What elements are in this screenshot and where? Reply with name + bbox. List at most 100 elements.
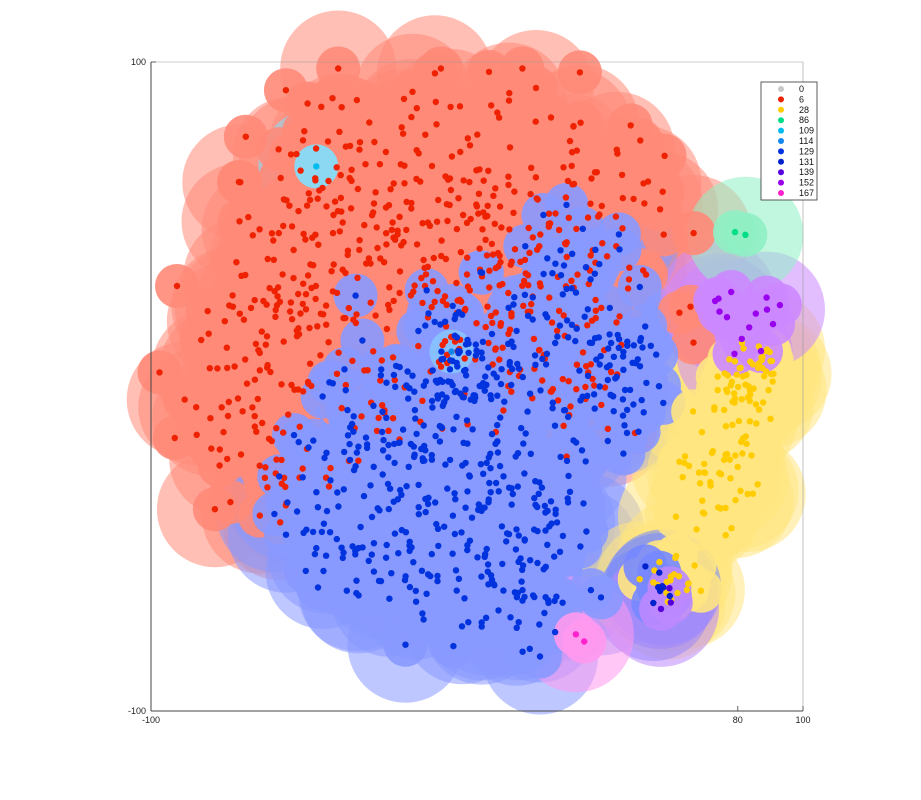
data-point (275, 229, 282, 237)
data-point (320, 520, 328, 527)
data-point (539, 377, 546, 384)
data-point (256, 349, 263, 357)
data-point (643, 379, 650, 387)
data-point (423, 287, 430, 294)
data-point (586, 339, 594, 346)
data-point (587, 200, 594, 207)
data-point (555, 307, 563, 315)
data-point (737, 487, 744, 494)
data-point (536, 346, 543, 354)
data-point (339, 554, 346, 562)
data-point (349, 543, 356, 550)
data-point (555, 226, 563, 234)
data-point (347, 205, 355, 212)
data-point (325, 339, 332, 346)
data-point (396, 268, 404, 275)
data-point (284, 499, 291, 506)
data-point (508, 388, 515, 395)
data-point (442, 173, 449, 180)
data-point (352, 463, 359, 470)
data-point (353, 96, 361, 104)
data-point (660, 399, 667, 407)
data-point (524, 272, 532, 279)
data-point (333, 535, 340, 543)
data-point (584, 372, 592, 379)
data-point (588, 175, 595, 182)
data-point (401, 180, 408, 187)
data-point (317, 352, 324, 359)
data-point (411, 451, 418, 458)
data-point (563, 253, 570, 261)
data-point (396, 289, 403, 297)
data-point (542, 594, 549, 601)
data-point (441, 523, 448, 530)
data-point (642, 563, 649, 570)
data-point (326, 379, 333, 386)
data-point (446, 456, 454, 464)
data-point (399, 426, 407, 433)
data-point (519, 282, 526, 289)
data-point (335, 349, 342, 356)
data-point (282, 87, 290, 94)
data-point (616, 313, 623, 320)
data-point (582, 458, 589, 465)
data-point (476, 245, 483, 252)
data-point (309, 528, 317, 536)
data-point (559, 599, 566, 606)
data-point (413, 241, 421, 248)
data-point (531, 494, 538, 502)
data-point (438, 348, 445, 355)
data-point (285, 411, 292, 418)
data-point (279, 271, 286, 278)
data-point (443, 351, 451, 358)
data-point (672, 554, 679, 561)
data-point (455, 195, 462, 202)
data-point (520, 302, 527, 309)
data-point (342, 143, 349, 150)
data-point (593, 169, 600, 176)
data-point (489, 251, 497, 258)
data-point (431, 70, 439, 77)
data-point (734, 463, 741, 471)
data-point (478, 349, 485, 356)
data-point (314, 195, 321, 202)
data-point (640, 267, 647, 274)
data-point (288, 223, 296, 230)
data-point (512, 453, 519, 460)
data-point (280, 222, 287, 230)
data-point (336, 228, 343, 235)
data-point (700, 510, 708, 517)
data-point (480, 209, 487, 216)
data-point (453, 334, 461, 341)
data-point (483, 459, 490, 467)
data-point (312, 295, 319, 303)
data-point (409, 372, 416, 379)
data-point (569, 250, 576, 257)
data-point (744, 490, 751, 498)
data-point (529, 294, 536, 301)
data-point (243, 380, 251, 387)
data-point (551, 553, 558, 560)
data-point (674, 589, 681, 597)
data-point (428, 303, 435, 311)
data-point (417, 178, 424, 185)
data-point (319, 393, 326, 400)
data-point (434, 572, 441, 580)
data-point (272, 306, 279, 314)
data-point (447, 186, 455, 194)
data-point (591, 405, 598, 412)
data-point (448, 348, 455, 355)
data-point (495, 607, 502, 614)
data-point (493, 374, 500, 381)
data-point (181, 396, 188, 403)
data-point (731, 399, 738, 406)
data-point (651, 567, 658, 574)
data-point (758, 357, 765, 364)
data-point (247, 304, 255, 312)
data-point (620, 450, 627, 457)
data-point (379, 471, 386, 478)
data-point (399, 130, 407, 137)
data-point (379, 402, 386, 409)
data-point (484, 303, 491, 310)
data-point (260, 297, 267, 305)
